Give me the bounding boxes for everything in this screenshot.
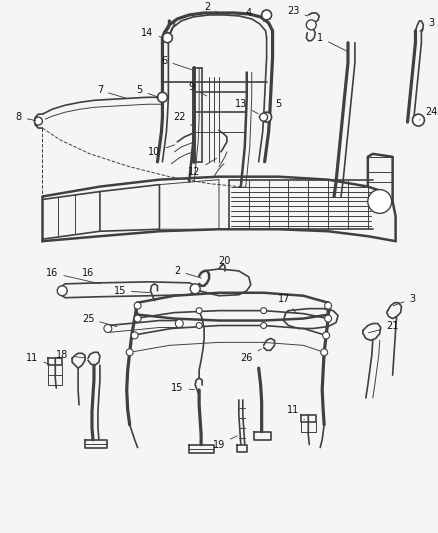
Text: 18: 18 [56,350,85,360]
Circle shape [260,113,268,121]
Circle shape [131,332,138,339]
Text: 5: 5 [269,99,282,112]
Circle shape [413,114,424,126]
Text: 8: 8 [15,112,35,122]
Text: 25: 25 [82,313,117,327]
Circle shape [325,315,332,322]
Text: 12: 12 [188,158,217,177]
Text: 5: 5 [137,85,159,98]
Circle shape [134,315,141,322]
Circle shape [261,112,272,122]
Circle shape [196,322,202,328]
Text: 24: 24 [420,107,438,120]
Circle shape [323,332,330,339]
Text: 16: 16 [82,268,100,284]
Circle shape [57,286,67,296]
Text: 4: 4 [246,8,259,18]
Circle shape [175,320,183,327]
Circle shape [162,33,172,43]
Text: 9: 9 [188,83,207,96]
Text: 14: 14 [141,28,164,38]
Text: 19: 19 [213,436,237,449]
Text: 15: 15 [113,286,150,296]
Text: 20: 20 [218,256,230,266]
Text: 3: 3 [420,18,434,31]
Circle shape [158,92,167,102]
Text: 2: 2 [204,2,216,12]
Circle shape [368,190,392,213]
Circle shape [196,308,202,313]
Text: 17: 17 [278,294,297,313]
Text: 3: 3 [393,294,416,306]
Text: 21: 21 [368,321,399,333]
Text: 2: 2 [174,266,201,278]
Text: 16: 16 [46,268,97,283]
Text: 15: 15 [171,383,194,393]
Circle shape [35,117,42,125]
Text: 26: 26 [240,349,261,364]
Text: 13: 13 [235,99,258,114]
Circle shape [261,322,267,328]
Text: 23: 23 [287,6,307,16]
Text: 10: 10 [148,145,175,157]
Circle shape [325,302,332,309]
Circle shape [306,20,316,30]
Text: 7: 7 [97,85,127,99]
Text: 22: 22 [173,112,192,125]
Circle shape [261,308,267,313]
Circle shape [321,349,328,356]
Circle shape [104,325,112,333]
Circle shape [126,349,133,356]
Text: 1: 1 [317,33,347,51]
Circle shape [134,302,141,309]
Circle shape [261,10,272,20]
Text: 6: 6 [161,55,191,70]
Circle shape [190,284,200,294]
Text: 11: 11 [287,405,304,420]
Text: 11: 11 [26,353,49,364]
